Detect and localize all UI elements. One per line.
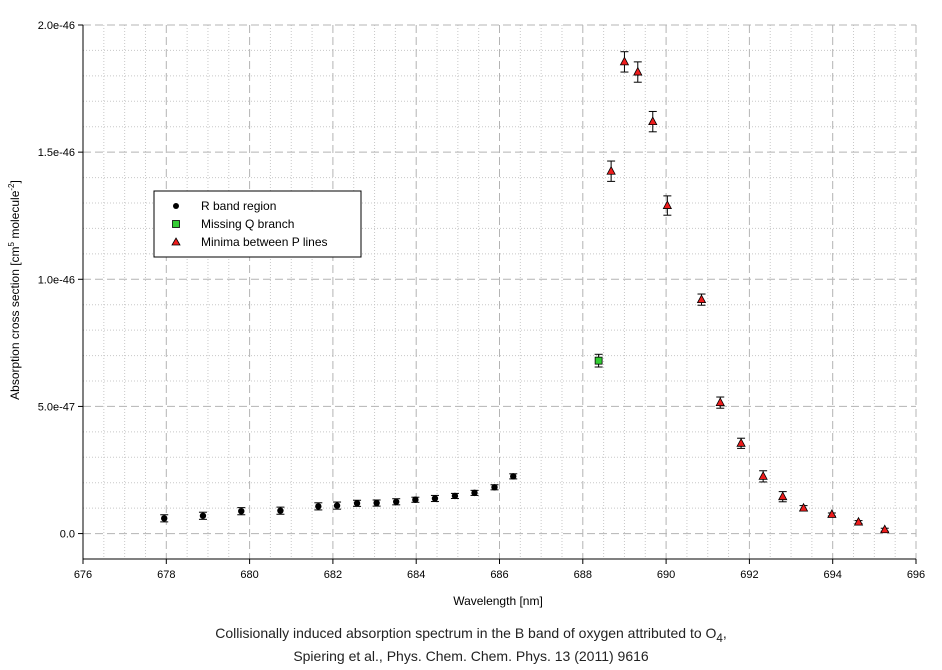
x-tick-label: 692 <box>740 569 758 581</box>
point-r-band-region <box>451 492 459 500</box>
point-r-band-region <box>471 489 478 497</box>
point-minima-between-p-lines <box>619 56 630 66</box>
y-tick-label: 0.0 <box>60 529 75 541</box>
y-axis-title-suffix: ] <box>8 180 22 183</box>
data-points <box>161 56 890 534</box>
y-axis-title: Absorption cross section [cm5 molecule-2… <box>7 180 22 400</box>
caption-line-1-subscript: 4 <box>716 631 723 645</box>
point-minima-between-p-lines <box>606 165 616 175</box>
y-tick-label: 1.0e-46 <box>38 274 75 286</box>
point-minima-between-p-lines <box>853 516 864 526</box>
chart: 676 678 680 682 684 686 688 690 692 694 696 0.0 5.0e… <box>7 20 925 608</box>
x-tick-label: 686 <box>490 569 508 581</box>
point-r-band-region <box>373 499 380 507</box>
point-r-band-region <box>393 498 400 505</box>
point-r-band-region <box>238 507 245 515</box>
y-axis-title-prefix: Absorption cross section [cm <box>8 246 22 399</box>
legend-box <box>153 190 362 258</box>
legend-label-r-band: R band region <box>201 199 276 213</box>
point-r-band-region <box>491 484 498 491</box>
y-axis-title-sup2: -2 <box>7 183 16 191</box>
point-missing-q-branch <box>594 356 603 365</box>
caption-line-1-text: Collisionally induced absorption spectru… <box>215 625 717 641</box>
point-minima-between-p-lines <box>778 491 788 501</box>
x-tick-label: 688 <box>574 569 592 581</box>
point-minima-between-p-lines <box>715 397 725 407</box>
x-tick-label: 680 <box>240 569 258 581</box>
y-axis-title-sup1: 5 <box>7 241 16 246</box>
axes <box>78 24 917 564</box>
y-axis-title-middle: molecule <box>8 190 22 242</box>
point-minima-between-p-lines <box>696 294 707 304</box>
tick-labels: 676 678 680 682 684 686 688 690 692 694 696 0.0 5.0e… <box>38 20 925 581</box>
x-tick-label: 676 <box>74 569 92 581</box>
point-minima-between-p-lines <box>798 502 809 512</box>
error-bars <box>160 51 889 532</box>
legend: R band region Missing Q branch Minima be… <box>153 190 362 258</box>
point-minima-between-p-lines <box>880 524 890 534</box>
point-minima-between-p-lines <box>736 437 746 447</box>
x-tick-label: 678 <box>157 569 175 581</box>
legend-marker-p-minima <box>171 237 181 246</box>
caption-line-1: Collisionally induced absorption spectru… <box>0 625 942 645</box>
point-minima-between-p-lines <box>662 200 673 209</box>
point-r-band-region <box>333 502 341 509</box>
point-r-band-region <box>199 512 207 519</box>
y-tick-label: 1.5e-46 <box>38 147 75 159</box>
legend-label-p-minima: Minima between P lines <box>201 235 328 249</box>
x-tick-label: 684 <box>407 569 425 581</box>
point-r-band-region <box>510 473 517 480</box>
point-r-band-region <box>277 507 284 514</box>
point-r-band-region <box>315 503 322 510</box>
x-tick-label: 682 <box>324 569 342 581</box>
caption-line-1-suffix: , <box>722 625 727 641</box>
point-r-band-region <box>431 495 439 502</box>
point-minima-between-p-lines <box>633 66 643 76</box>
x-axis-title: Wavelength [nm] <box>453 594 543 608</box>
point-r-band-region <box>353 500 361 507</box>
grid <box>82 24 917 560</box>
point-minima-between-p-lines <box>758 471 768 480</box>
x-tick-label: 690 <box>657 569 675 581</box>
point-r-band-region <box>412 496 419 503</box>
y-tick-label: 2.0e-46 <box>38 20 75 32</box>
y-tick-label: 5.0e-47 <box>38 401 75 413</box>
point-minima-between-p-lines <box>827 509 837 518</box>
caption-line-2: Spiering et al., Phys. Chem. Chem. Phys.… <box>293 648 649 664</box>
x-tick-label: 694 <box>824 569 842 581</box>
legend-marker-r-band <box>173 203 179 209</box>
x-tick-label: 696 <box>907 569 925 581</box>
legend-marker-q-branch <box>172 220 180 228</box>
point-r-band-region <box>161 515 168 522</box>
point-minima-between-p-lines <box>648 116 658 126</box>
legend-label-q-branch: Missing Q branch <box>201 217 294 231</box>
